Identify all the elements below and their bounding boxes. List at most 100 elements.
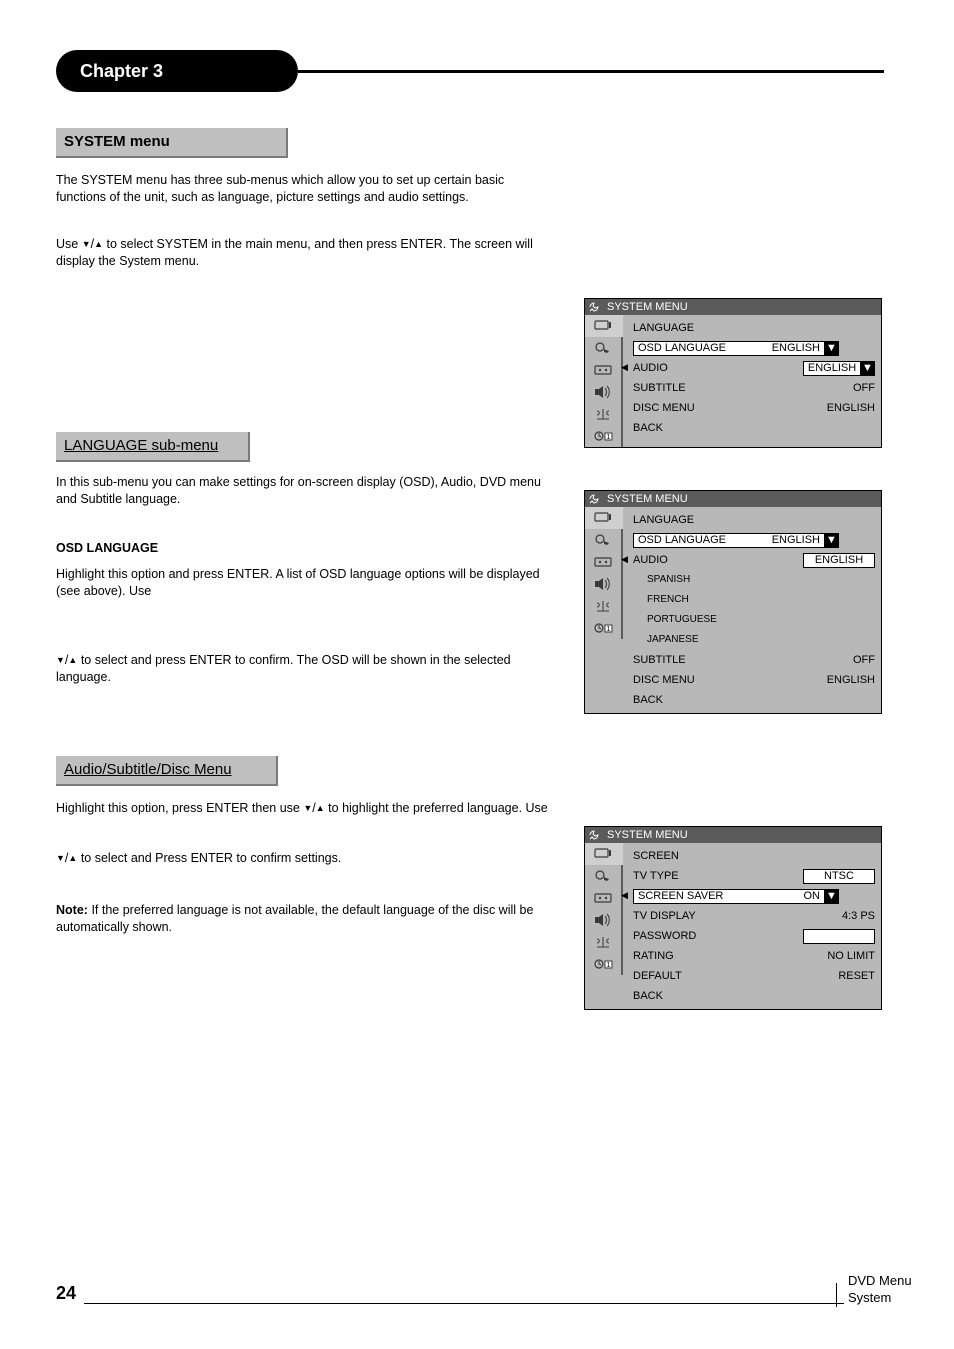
osd-sidebar-icon <box>585 507 623 529</box>
osd-option-value: ON <box>804 889 821 904</box>
heading-language-submenu: LANGUAGE sub-menu <box>56 432 250 462</box>
osd-row: DISC MENUENGLISH <box>633 670 875 690</box>
osd-option-label: AUDIO <box>633 553 668 568</box>
osd-panel-1: SYSTEM MENU 1 ◀ LANGUAGEOSD LANGUAGEENGL… <box>584 298 882 448</box>
page-number: 24 <box>56 1283 76 1303</box>
item-osd-language: OSD LANGUAGE <box>56 540 556 557</box>
osd-sidebar-icon <box>585 595 623 617</box>
osd-option-label: DISC MENU <box>633 401 695 416</box>
svg-text:1: 1 <box>607 626 611 633</box>
osd-option-label: TV TYPE <box>633 869 679 884</box>
osd-option-value: ENGLISH <box>772 533 820 548</box>
t: to highlight the preferred language. Use <box>328 801 548 815</box>
osd-main: ◀ LANGUAGEOSD LANGUAGEENGLISH▼AUDIOENGLI… <box>623 507 881 713</box>
osd-row: JAPANESE <box>633 630 875 650</box>
osd-row: OSD LANGUAGEENGLISH▼ <box>633 338 875 358</box>
osd-row: SCREEN <box>633 846 875 866</box>
t: Use <box>56 237 82 251</box>
para-asd-2: ▼/▲ to select and Press ENTER to confirm… <box>56 850 556 867</box>
t: to select and Press ENTER to confirm set… <box>81 851 342 865</box>
osd-option-label: OSD LANGUAGE <box>638 341 726 356</box>
osd-label: LANGUAGE <box>633 321 694 336</box>
osd-sidebar-icon <box>585 529 623 551</box>
osd-sidebar-icon: 1 <box>585 953 623 975</box>
osd-label: DISC MENU <box>633 673 695 688</box>
osd-option-label: RATING <box>633 949 674 964</box>
osd-panel-3: SYSTEM MENU 1 ◀ SCREENTV TYPENTSCSCREEN … <box>584 826 882 1010</box>
osd-option-value: NO LIMIT <box>827 949 875 964</box>
dropdown-icon: ▼ <box>861 361 875 376</box>
t: Highlight this option and press ENTER. A… <box>56 567 540 598</box>
up-arrow-icon: ▲ <box>316 803 325 813</box>
osd-label: BACK <box>633 989 663 1004</box>
osd-option-value <box>803 929 875 944</box>
osd-sub-option: FRENCH <box>647 593 689 607</box>
osd-body: 1 ◀ LANGUAGEOSD LANGUAGEENGLISH▼AUDIOENG… <box>585 315 881 447</box>
osd-row: SUBTITLEOFF <box>633 650 875 670</box>
osd-row: FRENCH <box>633 590 875 610</box>
osd-option-box: OSD LANGUAGEENGLISH <box>633 341 825 356</box>
footer-pipe <box>836 1283 837 1307</box>
osd-icon-column: 1 <box>585 315 623 447</box>
osd-row: TV TYPENTSC <box>633 866 875 886</box>
down-arrow-icon: ▼ <box>56 853 65 863</box>
osd-icon-column: 1 <box>585 507 623 713</box>
osd-option-value: ENGLISH <box>803 361 861 376</box>
osd-label: SCREEN <box>633 849 679 864</box>
osd-body: 1 ◀ SCREENTV TYPENTSCSCREEN SAVERON▼TV D… <box>585 843 881 1009</box>
osd-option-box: OSD LANGUAGEENGLISH <box>633 533 825 548</box>
dropdown-icon: ▼ <box>825 341 839 356</box>
down-arrow-icon: ▼ <box>82 239 91 249</box>
svg-text:1: 1 <box>607 962 611 969</box>
osd-option-value: ENGLISH <box>827 401 875 416</box>
para-nav-system: Use ▼/▲ to select SYSTEM in the main men… <box>56 236 556 270</box>
osd-label: BACK <box>633 693 663 708</box>
osd-sidebar-icon <box>585 887 623 909</box>
osd-label: BACK <box>633 421 663 436</box>
up-arrow-icon: ▲ <box>68 853 77 863</box>
osd-option-value: 4:3 PS <box>842 909 875 924</box>
osd-option-label: PASSWORD <box>633 929 696 944</box>
osd-sub-option: JAPANESE <box>647 633 699 647</box>
osd-row: LANGUAGE <box>633 510 875 530</box>
chapter-label: Chapter 3 <box>80 59 163 83</box>
osd-option-value: OFF <box>853 381 875 396</box>
osd-sidebar-icon <box>585 315 623 337</box>
osd-sidebar-icon <box>585 381 623 403</box>
osd-sidebar-icon <box>585 403 623 425</box>
osd-sidebar-icon <box>585 573 623 595</box>
osd-row: DEFAULTRESET <box>633 966 875 986</box>
para-osd-highlight: Highlight this option and press ENTER. A… <box>56 566 556 600</box>
osd-option-label: AUDIO <box>633 361 668 376</box>
osd-option-label: TV DISPLAY <box>633 909 696 924</box>
osd-sidebar-icon: 1 <box>585 425 623 447</box>
osd-title-text: SYSTEM MENU <box>607 300 688 315</box>
chapter-pill: Chapter 3 <box>56 50 298 92</box>
osd-option-label: SUBTITLE <box>633 381 686 396</box>
osd-row: AUDIO ENGLISH <box>633 550 875 570</box>
svg-text:1: 1 <box>607 434 611 441</box>
osd-sub-option: PORTUGUESE <box>647 613 717 627</box>
osd-sub-option: SPANISH <box>647 573 690 587</box>
para-asd-1: Highlight this option, press ENTER then … <box>56 800 556 817</box>
t: to select and press ENTER to confirm. Th… <box>56 653 511 684</box>
note: Note: If the preferred language is not a… <box>56 902 556 936</box>
osd-sidebar-icon <box>585 843 623 865</box>
osd-row: DISC MENU ENGLISH <box>633 398 875 418</box>
osd-row: BACK <box>633 418 875 438</box>
para-language-desc: In this sub-menu you can make settings f… <box>56 474 556 508</box>
footer-caption: DVD Menu System <box>848 1272 954 1307</box>
osd-rows: LANGUAGE OSD LANGUAGEENGLISH▼ AUDIO ENGLISH… <box>633 510 875 710</box>
osd-sidebar-icon <box>585 551 623 573</box>
note-label: Note: <box>56 903 88 917</box>
heading-system-menu: SYSTEM menu <box>56 128 288 158</box>
osd-sidebar-icon <box>585 359 623 381</box>
osd-option-value: ENGLISH <box>803 553 875 568</box>
osd-title-text: SYSTEM MENU <box>607 828 688 843</box>
osd-panel-2: SYSTEM MENU 1 ◀ LANGUAGEOSD LANGUAGEENGL… <box>584 490 882 714</box>
osd-sidebar-icon <box>585 337 623 359</box>
osd-row: OSD LANGUAGEENGLISH▼ <box>633 530 875 550</box>
osd-row: BACK <box>633 986 875 1006</box>
osd-row: RATING NO LIMIT <box>633 946 875 966</box>
osd-label: LANGUAGE <box>633 513 694 528</box>
